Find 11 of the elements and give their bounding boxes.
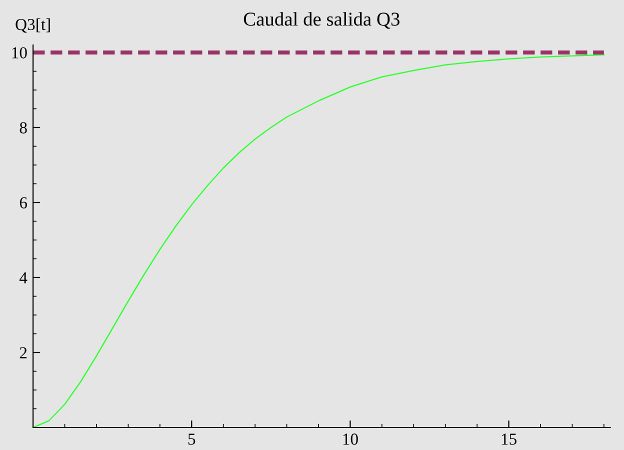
y-tick-label: 2: [20, 347, 27, 358]
x-tick-label: 15: [502, 434, 516, 445]
y-axis-title: Q3[t]: [16, 18, 50, 33]
y-tick-label: 10: [12, 47, 27, 58]
y-tick-label: 6: [20, 197, 28, 208]
y-tick-label: 4: [20, 272, 28, 284]
x-tick-label: 5: [188, 434, 196, 445]
y-tick-label: 8: [20, 122, 27, 134]
line-series: [33, 54, 605, 428]
x-tick-label: 10: [343, 434, 358, 445]
chart-title: Caudal de salida Q3: [244, 12, 400, 29]
